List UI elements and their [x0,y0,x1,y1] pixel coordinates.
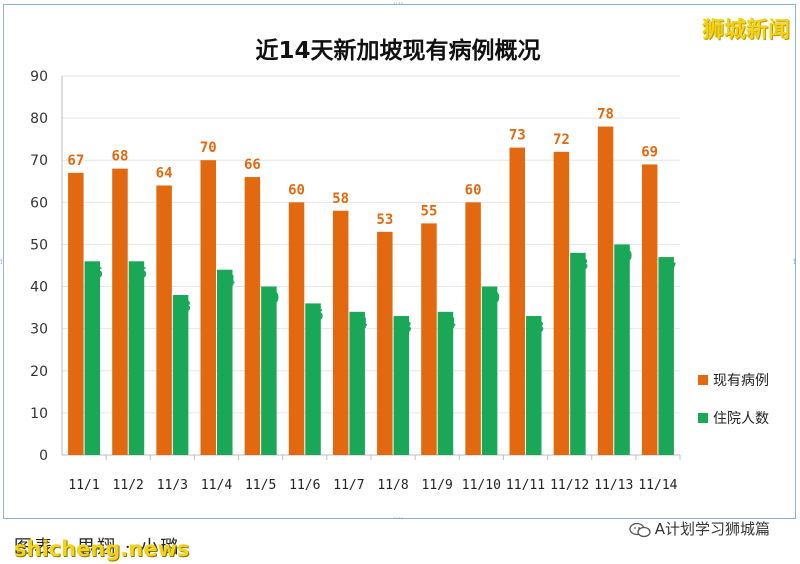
x-tick-label: 11/5 [245,478,276,493]
data-label: 64 [156,165,173,181]
legend-swatch [698,375,708,385]
y-tick-label: 20 [30,364,48,380]
bar-hospitalized [393,316,410,455]
bar-hospitalized [349,311,365,455]
bar-current-cases [377,231,393,455]
wechat-account-name: A计划学习狮城篇 [654,520,770,538]
bar-hospitalized [437,311,454,455]
bar-hospitalized [481,286,498,455]
resize-handle-top[interactable]: ···· [393,0,404,8]
data-label: 44 [218,274,235,290]
data-label: 73 [509,128,526,144]
data-label: 47 [660,261,677,277]
x-tick-label: 11/14 [638,478,677,493]
site-watermark: shicheng.news [14,537,190,561]
bar-current-cases [553,151,570,456]
data-label: 36 [307,307,324,323]
bar-hospitalized [84,261,101,455]
wechat-account: A计划学习狮城篇 [629,518,770,539]
data-label: 40 [262,291,279,307]
y-tick-label: 10 [30,406,48,422]
y-tick-label: 30 [30,322,48,338]
bar-current-cases [509,147,525,456]
data-label: 55 [421,203,438,219]
data-label: 72 [553,132,570,148]
bar-hospitalized [217,269,233,455]
x-tick-label: 11/1 [68,478,99,493]
bar-hospitalized [128,261,145,455]
data-label: 34 [439,316,456,332]
data-label: 50 [616,248,633,264]
bar-current-cases [244,177,261,456]
x-tick-label: 11/2 [113,478,144,493]
bar-current-cases [332,210,349,455]
x-tick-label: 11/11 [506,478,545,493]
data-label: 33 [395,320,412,336]
bar-current-cases [641,164,658,455]
bar-hospitalized [658,257,674,455]
bar-current-cases [288,202,305,455]
bar-current-cases [112,168,128,455]
y-tick-label: 0 [39,448,48,464]
bar-current-cases [421,223,437,455]
data-label: 66 [244,157,261,173]
data-label: 46 [130,265,147,281]
y-tick-label: 70 [30,153,48,169]
y-tick-label: 40 [30,280,48,296]
x-tick-label: 11/9 [422,478,453,493]
x-tick-label: 11/13 [594,478,633,493]
x-tick-label: 11/7 [333,478,364,493]
bar-current-cases [597,126,614,456]
bar-hospitalized [570,252,586,455]
x-tick-label: 11/10 [462,478,501,493]
data-label: 78 [597,107,614,123]
x-tick-label: 11/6 [289,478,320,493]
data-label: 48 [571,257,588,273]
legend-swatch [698,413,708,423]
data-label: 46 [86,265,103,281]
bar-hospitalized [172,294,189,455]
bar-chart: 近14天新加坡现有病例概况 0 10 20 30 40 50 60 70 80 90 11/1 67 46… [30,37,769,493]
x-tick-label: 11/8 [377,478,408,493]
data-label: 60 [288,182,305,198]
y-tick-label: 60 [30,195,48,211]
y-tick-label: 80 [30,111,48,127]
x-tick-label: 11/12 [550,478,589,493]
data-label: 38 [174,299,191,315]
data-label: 68 [112,149,129,165]
data-label: 69 [641,144,658,160]
resize-handle-left[interactable]: ⁞ [0,257,3,266]
bar-hospitalized [305,303,321,455]
x-tick-label: 11/4 [201,478,232,493]
legend-label: 住院人数 [713,411,769,427]
data-label: 60 [465,182,482,198]
wechat-icon [629,522,651,537]
bar-current-cases [465,202,481,455]
data-label: 40 [483,291,500,307]
bar-current-cases [68,172,84,455]
data-label: 58 [332,191,349,207]
data-label: 67 [67,153,84,169]
bar-hospitalized [526,316,542,455]
chart-credit: 图表 · 思翔 · 小璐 [14,537,181,558]
resize-handle-right[interactable]: ⁞ [793,257,796,266]
bar-hospitalized [261,286,277,455]
y-tick-label: 50 [30,237,48,253]
data-label: 34 [351,316,368,332]
bar-hospitalized [614,244,630,455]
data-label: 33 [527,320,544,336]
watermark-text: 狮城新闻 [701,18,790,43]
x-tick-label: 11/3 [157,478,188,493]
chart-title: 近14天新加坡现有病例概况 [255,37,540,64]
bar-current-cases [156,185,172,455]
resize-handle-bottom[interactable]: ···· [393,514,404,523]
legend-label: 现有病例 [713,373,769,389]
data-label: 53 [376,212,393,228]
data-label: 70 [200,140,217,156]
y-tick-label: 90 [30,69,48,85]
bar-current-cases [200,160,216,455]
